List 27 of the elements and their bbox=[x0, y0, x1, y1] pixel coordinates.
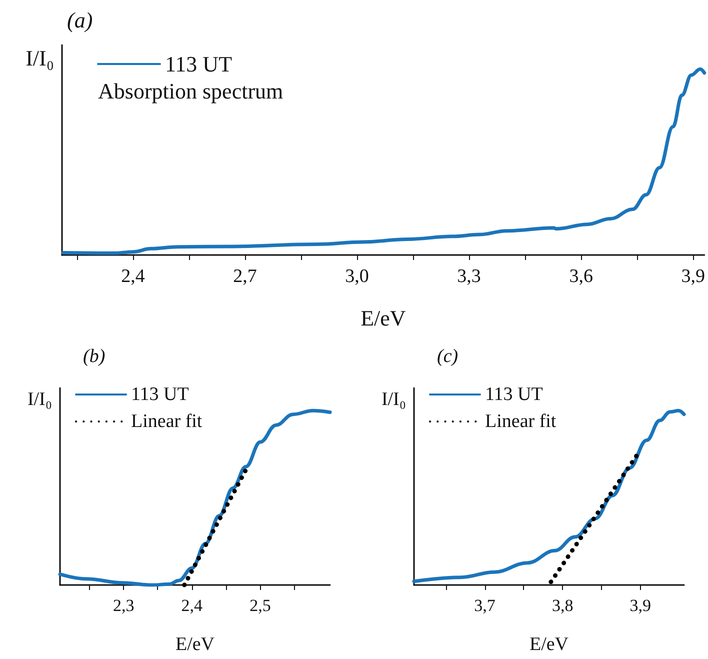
x-axis-title: E/eV bbox=[360, 306, 406, 330]
x-axis-title: E/eV bbox=[529, 634, 569, 655]
legend-label: 113 UT bbox=[165, 52, 233, 76]
x-axis-title: E/eV bbox=[175, 634, 215, 655]
x-tick-label: 2,4 bbox=[121, 266, 146, 287]
legend-label: Linear fit bbox=[485, 411, 557, 432]
chart-title: (a) bbox=[67, 8, 93, 32]
legend-label: 113 UT bbox=[131, 384, 190, 405]
chart-title: (c) bbox=[437, 346, 458, 367]
x-tick-label: 2,3 bbox=[112, 596, 134, 615]
y-axis-title: I/I₀ bbox=[381, 389, 406, 410]
x-tick-label: 3,7 bbox=[474, 596, 496, 615]
y-axis-title: I/I₀ bbox=[26, 46, 54, 70]
y-axis-title: I/I₀ bbox=[27, 389, 52, 410]
x-tick-label: 3,9 bbox=[681, 266, 705, 287]
x-tick-label: 3,8 bbox=[552, 596, 574, 615]
x-tick-label: 3,9 bbox=[630, 596, 652, 615]
annotation: Absorption spectrum bbox=[98, 78, 284, 104]
x-tick-label: 2,4 bbox=[181, 596, 204, 615]
chart-title: (b) bbox=[83, 346, 106, 367]
x-tick-label: 3,0 bbox=[345, 266, 369, 287]
x-tick-label: 3,6 bbox=[569, 266, 593, 287]
x-tick-label: 2,7 bbox=[233, 266, 257, 287]
legend-label: 113 UT bbox=[485, 384, 544, 405]
x-tick-label: 3,3 bbox=[457, 266, 481, 287]
legend-label: Linear fit bbox=[131, 411, 203, 432]
x-tick-label: 2,5 bbox=[250, 596, 271, 615]
